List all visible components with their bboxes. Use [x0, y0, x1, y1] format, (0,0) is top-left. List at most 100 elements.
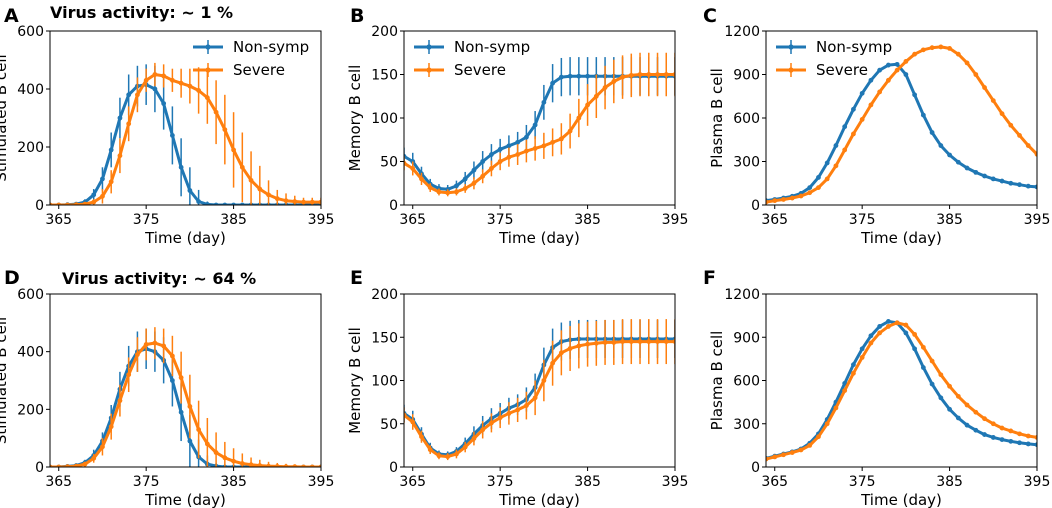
- panel-a-series-severe-point: [213, 109, 219, 115]
- panel-d-series-severe-line: [50, 341, 321, 467]
- panel-a-legend-label-nonsymp: Non-symp: [233, 38, 309, 56]
- panel-b-series-nonsymp-point: [550, 80, 556, 86]
- panel-a-xtick-label: 385: [220, 212, 247, 228]
- panel-c-series-severe-point: [807, 190, 813, 196]
- panel-d-ytick-label: 600: [17, 287, 44, 303]
- panel-b-series-severe-point: [419, 176, 424, 182]
- panel-a-series-severe-point: [91, 199, 97, 205]
- panel-a-series-severe-point: [222, 127, 228, 132]
- panel-e-series-severe-point: [663, 339, 669, 344]
- panel-f-series-severe-point: [868, 340, 874, 346]
- panel-a-series-severe-point: [50, 202, 53, 205]
- panel-a-series-severe-point: [169, 77, 175, 83]
- panel-e-series-severe-point: [410, 419, 416, 425]
- panel-f-ylabel: Plasma B cell: [708, 331, 726, 431]
- panel-f-series-nonsymp-point: [1008, 438, 1014, 444]
- panel-a-series-severe-point: [187, 83, 193, 89]
- panel-b-xtick-label: 385: [574, 212, 601, 228]
- panel-f-series-severe-point: [894, 320, 900, 326]
- panel-b-series-severe-point: [550, 139, 556, 145]
- panel-a-legend-label-severe: Severe: [233, 61, 285, 79]
- panel-b-series-severe-point: [602, 85, 608, 90]
- panel-c-series-severe-point: [999, 111, 1005, 117]
- panel-f: F 365 375 385 395 0 300 600 900 1200 Time (day) Pla…: [703, 267, 1050, 508]
- panel-c-series-severe-point: [912, 51, 918, 57]
- panel-e-series-severe-point: [427, 447, 433, 453]
- panel-b-series-nonsymp-point: [462, 176, 468, 182]
- panel-f-series-severe-point: [903, 322, 909, 328]
- panel-c-series-severe-point: [947, 46, 952, 51]
- panel-c-series-severe-point: [903, 59, 909, 64]
- panel-b-ytick-label: 150: [371, 68, 398, 84]
- panel-d-series-nonsymp-point: [169, 378, 175, 383]
- panel-a-series-severe-point: [152, 72, 158, 77]
- panel-c-legend-swatch-dot-severe: [788, 67, 794, 73]
- row-title-top: Virus activity: ~ 1 %: [50, 3, 233, 22]
- row-title-bottom: Virus activity: ~ 64 %: [62, 269, 256, 288]
- panel-a-series-nonsymp-point: [187, 188, 193, 193]
- panel-f-series-severe-point: [824, 421, 830, 427]
- panel-a-frame: [49, 30, 322, 206]
- panel-a-legend-swatch-dot-severe: [205, 67, 211, 73]
- panel-c-series-severe-point: [938, 44, 944, 50]
- panel-a-series-nonsymp-point: [169, 133, 175, 138]
- panel-e-series-severe-point: [532, 395, 538, 401]
- panel-b-series-nonsymp-point: [576, 73, 582, 79]
- panel-d-series-severe-point: [239, 461, 245, 466]
- panel-e-ytick-label: 50: [380, 417, 398, 433]
- panel-b-series-severe-point: [471, 180, 477, 186]
- panel-c-legend: Non-symp Severe: [776, 38, 892, 79]
- panel-c-series-nonsymp-point: [929, 130, 935, 135]
- panel-f-letter: F: [703, 267, 716, 289]
- panel-d-series-severe-point: [274, 464, 280, 467]
- panel-b-series-severe-point: [489, 166, 494, 171]
- panel-f-series-nonsymp-point: [999, 437, 1005, 443]
- panel-f-series-severe-point: [973, 409, 979, 415]
- panel-e-series-severe-point: [489, 420, 494, 426]
- panel-c-series-nonsymp-point: [973, 169, 979, 175]
- panel-f-series-nonsymp-point: [982, 432, 987, 437]
- panel-f-xtick-label: 375: [849, 474, 876, 490]
- panel-b-series-nonsymp-point: [558, 74, 564, 80]
- panel-f-series-severe-point: [816, 434, 821, 440]
- panel-d-series-severe-point: [318, 464, 321, 467]
- panel-e-xtick-label: 385: [574, 474, 601, 490]
- panel-d: D 365 375 385 395 0 200 400 600 Time (day) Stimula…: [0, 267, 334, 508]
- panel-a-ytick-label: 200: [17, 140, 44, 156]
- panel-d-series-severe-point: [161, 343, 167, 349]
- panel-d-series-nonsymp-point: [187, 438, 193, 444]
- panel-c-series-severe-point: [1034, 151, 1037, 157]
- panel-a-legend: Non-symp Severe: [193, 38, 309, 79]
- panel-a-series-severe-point: [239, 164, 245, 170]
- panel-d-ytick-label: 200: [17, 402, 44, 418]
- panel-b-series-severe-line: [404, 73, 675, 195]
- panel-f-series-severe-point: [766, 456, 769, 462]
- panel-a-series-nonsymp-point: [231, 202, 236, 205]
- panel-b-series-severe-point: [628, 72, 634, 78]
- panel-e-series-severe-point: [506, 410, 512, 416]
- panel-c-series-nonsymp-point: [807, 185, 813, 191]
- panel-f-series-severe-point: [1017, 431, 1022, 437]
- panel-a-xtick-label: 365: [45, 212, 72, 228]
- panel-f-series-nonsymp-point: [851, 362, 856, 368]
- panel-d-series-severe-point: [126, 372, 132, 378]
- panel-c-series-severe-point: [781, 197, 786, 202]
- panel-b-legend-swatch-dot-severe: [426, 67, 432, 73]
- panel-d-series-severe-point: [135, 352, 140, 357]
- panel-f-ytick-label: 1200: [724, 287, 760, 303]
- panel-a-series-nonsymp-point: [126, 92, 132, 98]
- panel-e-series-severe-point: [628, 339, 634, 344]
- panel-f-series-nonsymp-point: [973, 427, 979, 433]
- panel-f-plot: [766, 318, 1037, 462]
- panel-d-xtick-label: 375: [133, 474, 160, 490]
- panel-e-series-severe-point: [419, 434, 424, 440]
- panel-c-series-nonsymp-point: [894, 61, 900, 67]
- panel-c-series-nonsymp-point: [955, 159, 961, 165]
- panel-f-series-nonsymp-point: [903, 330, 909, 336]
- panel-b-xtick-label: 365: [399, 212, 426, 228]
- panel-e-series-severe-point: [672, 339, 675, 344]
- panel-c-xtick-label: 385: [936, 212, 963, 228]
- panel-c-ytick-label: 300: [733, 155, 760, 171]
- panel-e-series-severe-point: [523, 403, 529, 408]
